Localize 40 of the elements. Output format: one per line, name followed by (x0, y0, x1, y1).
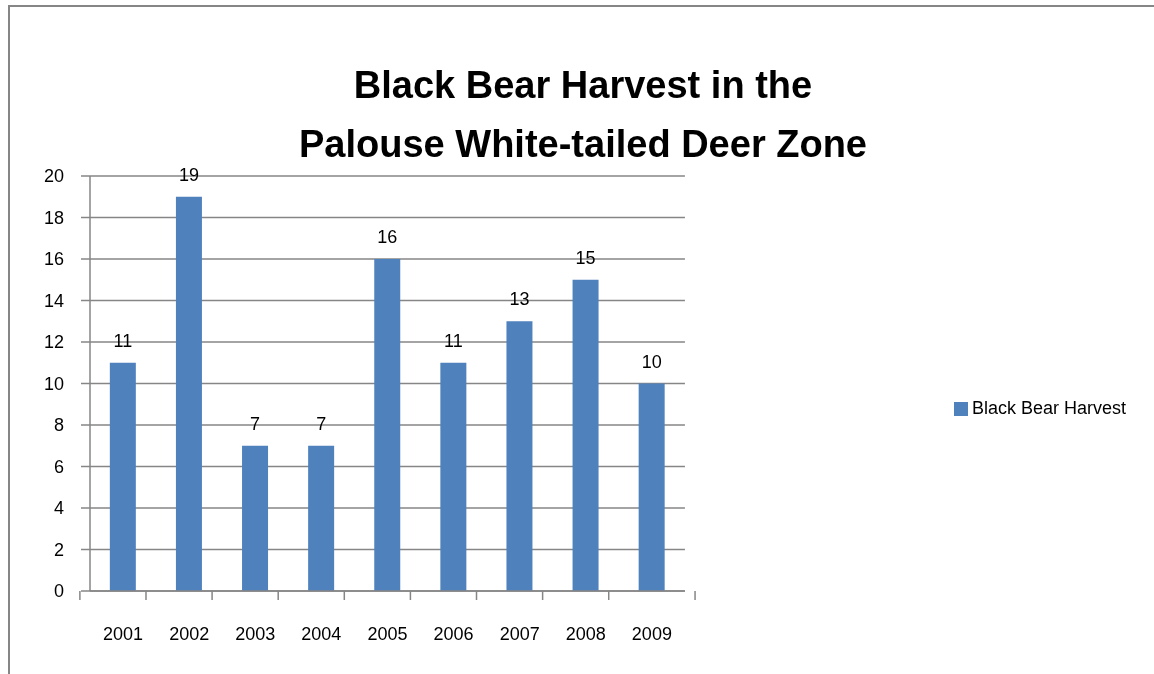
y-tick-label: 16 (43, 249, 64, 270)
bar (638, 383, 665, 591)
y-tick-label: 8 (53, 415, 64, 436)
data-label: 19 (178, 164, 199, 185)
y-tick-label: 12 (43, 332, 64, 353)
data-label: 11 (444, 330, 463, 351)
x-tick-label: 2008 (565, 624, 606, 644)
y-tick-label: 20 (43, 166, 64, 187)
data-label: 15 (575, 247, 596, 268)
x-tick-label: 2005 (367, 624, 408, 644)
y-tick-label: 2 (53, 539, 64, 560)
data-label: 13 (509, 289, 530, 310)
data-label: 16 (377, 227, 398, 247)
bar (506, 321, 533, 591)
bar (374, 259, 401, 591)
x-tick-label: 2001 (103, 624, 144, 644)
x-tick-label: 2003 (235, 624, 276, 644)
legend-label: Black Bear Harvest (971, 398, 1126, 418)
x-tick-label: 2004 (301, 624, 342, 644)
y-tick-label: 18 (43, 207, 64, 228)
x-tick-label: 2007 (499, 624, 540, 644)
data-label: 11 (113, 330, 133, 351)
bar (175, 196, 202, 591)
bar (242, 445, 269, 591)
x-tick-label: 2009 (631, 624, 672, 644)
bar (109, 362, 136, 591)
y-tick-label: 4 (53, 498, 64, 519)
y-tick-label: 10 (43, 373, 64, 394)
bar (308, 445, 335, 591)
bar (572, 279, 599, 591)
y-tick-label: 14 (43, 290, 64, 311)
x-tick-label: 2006 (433, 624, 474, 644)
data-label: 7 (316, 413, 327, 434)
y-tick-label: 6 (53, 456, 64, 477)
y-tick-label: 0 (53, 581, 64, 602)
bar (440, 362, 467, 591)
chart-title: Black Bear Harvest in the Palouse White-tailed Deer Zone (298, 63, 868, 167)
data-label: 7 (250, 413, 261, 434)
x-tick-label: 2002 (169, 624, 210, 644)
data-label: 10 (641, 351, 662, 372)
